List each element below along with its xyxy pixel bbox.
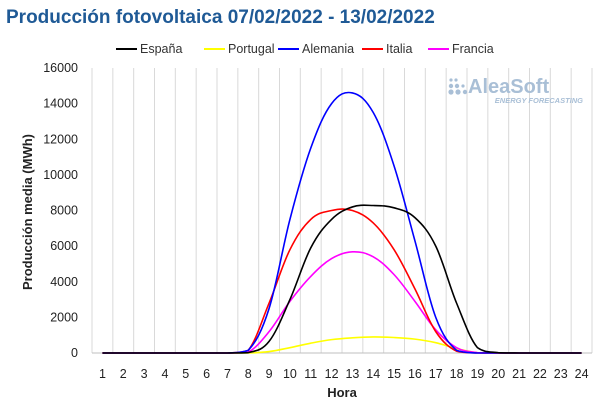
legend-item-francia: Francia <box>428 42 494 56</box>
x-axis-title: Hora <box>327 385 357 400</box>
x-tick-label: 17 <box>429 367 443 381</box>
logo-dot <box>449 78 453 82</box>
logo-dots-icon <box>448 78 468 95</box>
series-line-espana <box>102 204 582 354</box>
legend-item-portugal: Portugal <box>204 42 275 56</box>
x-tick-label: 8 <box>245 367 252 381</box>
y-tick-label: 16000 <box>43 61 78 75</box>
logo-tagline: ENERGY FORECASTING <box>495 96 583 105</box>
x-tick-label: 10 <box>283 367 297 381</box>
logo-dot <box>448 83 454 89</box>
y-axis-ticks: 0 2000 4000 6000 8000 10000 12000 14000 16000 <box>43 61 78 360</box>
x-tick-label: 14 <box>366 367 380 381</box>
y-tick-label: 4000 <box>50 275 78 289</box>
x-tick-label: 23 <box>554 367 568 381</box>
logo-dot <box>455 89 461 95</box>
logo-dot <box>448 89 454 95</box>
x-tick-label: 7 <box>224 367 231 381</box>
legend-label: Italia <box>386 42 412 56</box>
legend-item-espana: España <box>116 42 182 56</box>
chart-title: Producción fotovoltaica 07/02/2022 - 13/… <box>6 7 435 28</box>
x-tick-label: 6 <box>203 367 210 381</box>
logo-dot <box>462 89 468 95</box>
legend-item-italia: Italia <box>362 42 412 56</box>
x-tick-label: 5 <box>182 367 189 381</box>
logo-dot <box>461 84 465 88</box>
gridlines <box>91 68 593 353</box>
x-tick-label: 16 <box>408 367 422 381</box>
logo-dot <box>454 83 460 89</box>
y-tick-label: 12000 <box>43 132 78 146</box>
x-tick-label: 21 <box>512 367 526 381</box>
x-tick-label: 11 <box>304 367 317 381</box>
y-axis-title: Producción media (MWh) <box>20 134 35 290</box>
y-tick-label: 10000 <box>43 168 78 182</box>
x-tick-label: 13 <box>345 367 359 381</box>
x-tick-label: 1 <box>99 367 106 381</box>
x-tick-label: 15 <box>387 367 401 381</box>
aleasoft-logo: AleaSoft ENERGY FORECASTING <box>448 76 583 105</box>
legend-label: Portugal <box>228 42 275 56</box>
logo-name: AleaSoft <box>468 76 549 98</box>
x-tick-label: 2 <box>120 367 127 381</box>
x-tick-label: 24 <box>575 367 589 381</box>
legend: España Portugal Alemania Italia Francia <box>116 42 494 56</box>
x-tick-label: 19 <box>470 367 484 381</box>
x-tick-label: 18 <box>450 367 464 381</box>
legend-label: Alemania <box>302 42 354 56</box>
x-tick-label: 4 <box>161 367 168 381</box>
y-tick-label: 0 <box>71 346 78 360</box>
x-tick-label: 12 <box>325 367 339 381</box>
legend-label: Francia <box>452 42 494 56</box>
y-tick-label: 6000 <box>50 239 78 253</box>
legend-label: España <box>140 42 182 56</box>
x-axis-ticks: 1 2 3 4 5 6 7 8 9 10 11 12 13 14 15 16 17 18 19 20 21 22 23 24 <box>99 367 589 381</box>
x-tick-label: 22 <box>533 367 547 381</box>
y-tick-label: 14000 <box>43 97 78 111</box>
x-tick-label: 3 <box>141 367 148 381</box>
legend-item-alemania: Alemania <box>278 42 354 56</box>
series-lines <box>102 91 582 354</box>
logo-dot <box>454 78 458 82</box>
y-tick-label: 2000 <box>50 310 78 324</box>
y-tick-label: 8000 <box>50 204 78 218</box>
x-tick-label: 20 <box>491 367 505 381</box>
x-tick-label: 9 <box>266 367 273 381</box>
